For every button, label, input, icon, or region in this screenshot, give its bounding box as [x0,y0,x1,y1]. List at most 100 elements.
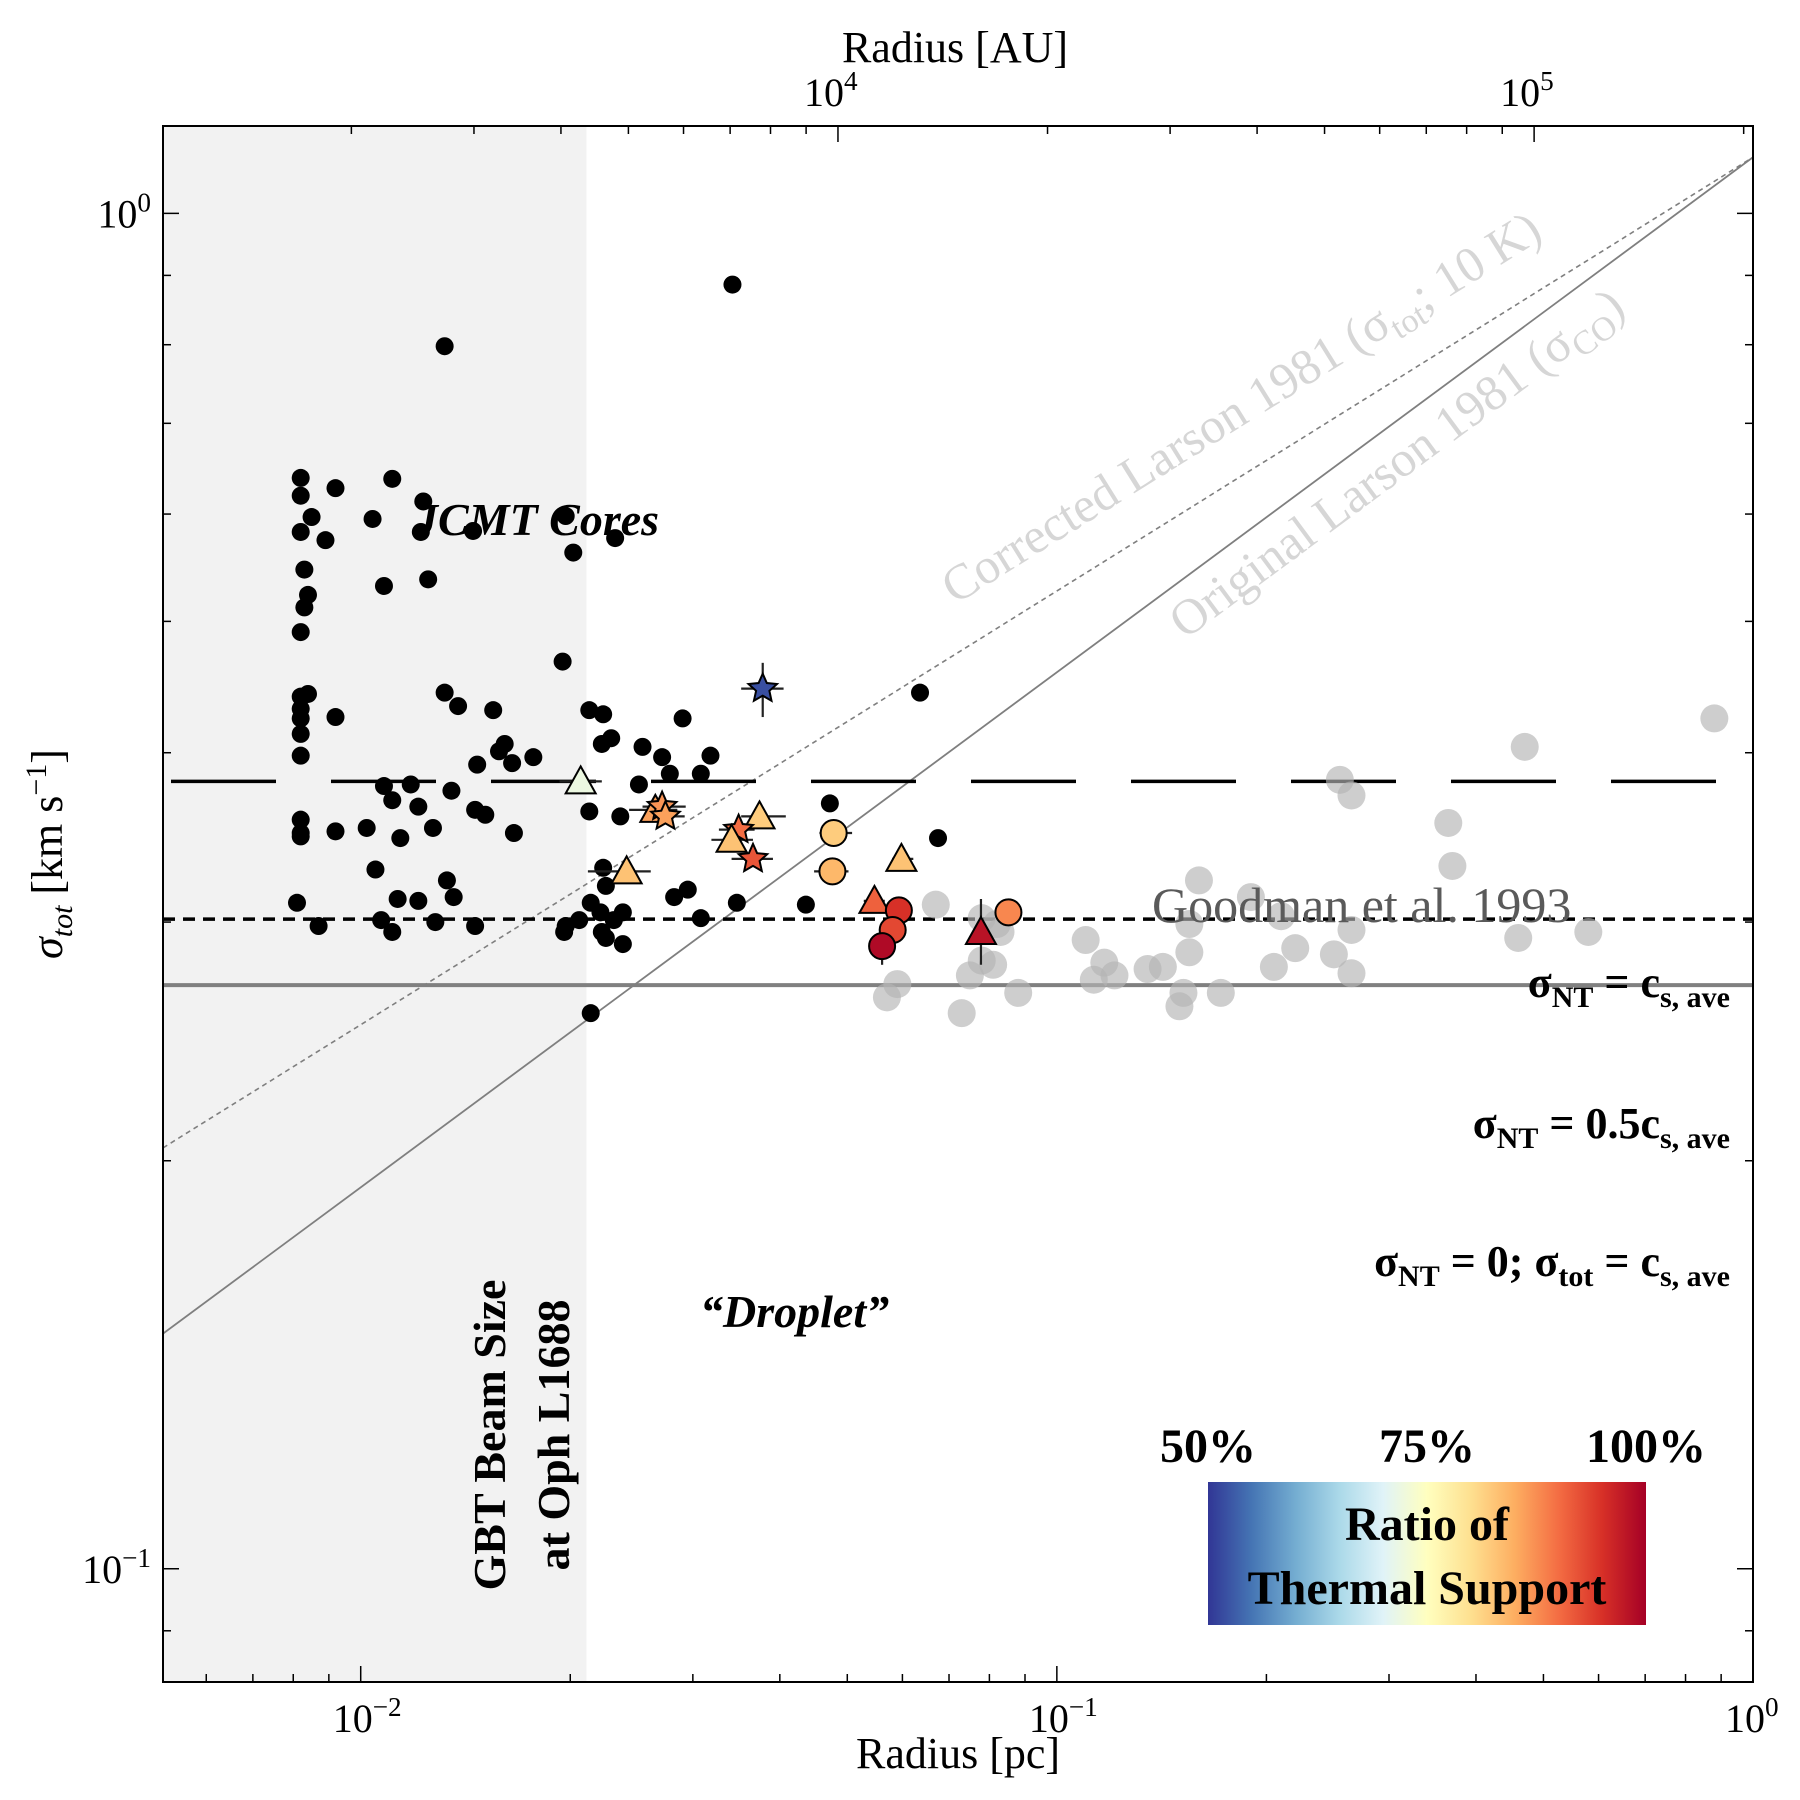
jcmt-point [442,781,461,800]
jcmt-point [592,734,611,753]
jcmt-point [391,829,410,848]
goodman-point [1175,938,1204,967]
gbt-core-triangle [563,764,598,795]
jcmt-point [435,337,454,356]
x-tick-label: 10−2 [333,1692,402,1741]
goodman-label: Goodman et al. 1993 [1152,877,1571,933]
x-top-axis-label: Radius [AU] [842,23,1068,72]
gbt-core-circle [819,819,848,848]
jcmt-point [524,748,543,767]
goodman-point [1071,926,1100,955]
jcmt-point [372,911,391,930]
axes: 10−2 10−1 100 104 105 10−1 100 Radius [pc] Radiu… [20,23,1779,1778]
jcmt-point [594,858,613,877]
jcmt-point [476,805,495,824]
colorbar-tick-label: 50% [1160,1420,1256,1473]
jcmt-point [295,598,314,617]
jcmt-point [580,701,599,720]
jcmt-point [423,818,442,837]
jcmt-point [503,754,522,773]
goodman-point [1574,917,1603,946]
jcmt-point [316,531,335,550]
jcmt-point [606,529,625,548]
y-axis-label-group: σtot [km s−1] [20,749,79,959]
jcmt-point [309,917,328,936]
y-tick-label: 100 [97,187,151,236]
gbt-core-triangle [964,914,998,945]
jcmt-point [820,794,839,813]
jcmt-point [426,913,445,932]
jcmt-point [570,911,589,930]
jcmt-point [374,777,393,796]
jcmt-point [291,746,310,765]
jcmt-point [291,468,310,487]
jcmt-point [444,888,463,907]
jcmt-point [291,486,310,505]
jcmt-point [437,871,456,890]
jcmt-point [326,822,345,841]
jcmt-point [556,917,575,936]
jcmt-point [613,903,632,922]
goodman-point [1337,915,1366,944]
jcmt-point [401,775,420,794]
jcmt-point [326,479,345,498]
jcmt-point [409,797,428,816]
beam-size-label-line2: at Oph L1688 [528,1300,579,1571]
jcmt-point [691,764,710,783]
sigma-nt-cs-label: σNT = cs, ave [1528,958,1730,1014]
jcmt-point [388,889,407,908]
gbt-core-triangle [857,883,892,914]
goodman-point [1337,781,1366,810]
goodman-point [1175,910,1204,939]
x-axis-label: Radius [pc] [856,1729,1060,1778]
goodman-point [1100,961,1129,990]
goodman-point [979,950,1008,979]
jcmt-point [580,802,599,821]
gbt-core-star [736,841,770,874]
gbt-core-circle [818,857,847,886]
jcmt-point [504,824,523,843]
goodman-point [921,890,950,919]
jcmt-point [653,748,672,767]
jcmt-point [581,893,600,912]
goodman-point [1510,732,1539,761]
jcmt-point [592,922,611,941]
jcmt-point [468,755,487,774]
jcmt-point [596,876,615,895]
goodman-point [1206,978,1235,1007]
plot-frame [162,125,1754,1683]
x-tick-label: 10−1 [1029,1692,1098,1741]
jcmt-point [374,576,393,595]
jcmt-point [613,935,632,954]
jcmt-point [383,791,402,810]
jcmt-cores-label: JCMT Cores [414,494,659,545]
jcmt-point [489,742,508,761]
goodman-point [1438,851,1467,880]
x-top-tick-label: 105 [1500,66,1554,115]
jcmt-point [291,810,310,829]
corrected-larson-line [163,156,1753,1149]
goodman-point [1259,952,1288,981]
gbt-core-star [648,798,683,831]
beam-size-label-line1: GBT Beam Size [464,1280,515,1591]
jcmt-point [435,683,454,702]
jcmt-point [723,275,742,294]
jcmt-point [466,917,485,936]
goodman-point [1504,923,1533,952]
y-axis-label: σtot [km s−1] [20,749,79,959]
goodman-point [1267,902,1296,931]
droplet-label: “Droplet” [700,1286,889,1337]
goodman-point [1337,959,1366,988]
colorbar-tick-label: 75% [1379,1420,1475,1473]
goodman-point [1236,883,1265,912]
jcmt-point [556,507,575,526]
jcmt-point [673,709,692,728]
jcmt-point [633,737,652,756]
colorbar-label-line1: Ratio of [1345,1498,1510,1551]
half-cs-label: σNT = 0.5cs, ave [1473,1099,1730,1155]
jcmt-point [414,492,433,511]
plot-area [163,126,1753,1682]
jcmt-point [727,893,746,912]
gbt-core-triangle [742,799,777,830]
